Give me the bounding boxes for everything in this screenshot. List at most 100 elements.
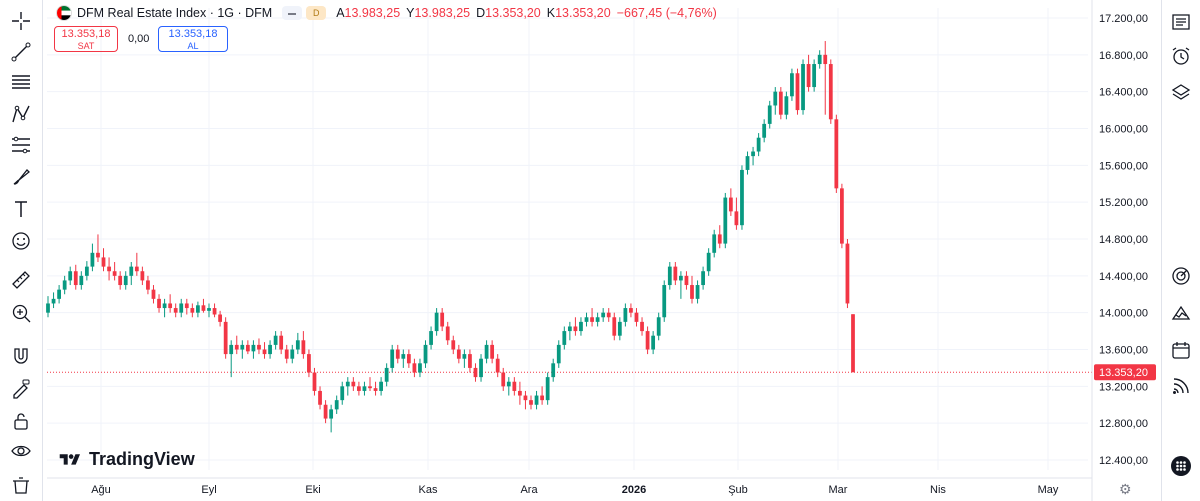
candle-body xyxy=(57,289,61,299)
candle xyxy=(295,332,300,355)
symbol-title[interactable]: DFM Real Estate Index · 1G · DFM xyxy=(77,6,273,20)
ohlc-low: D13.353,20 xyxy=(476,6,541,20)
candle-body xyxy=(395,349,400,359)
candle xyxy=(234,335,239,355)
candle-body xyxy=(495,358,500,373)
candle-body xyxy=(817,54,822,65)
y-tick-label: 12.800,00 xyxy=(1099,418,1148,430)
candle-body xyxy=(484,344,489,359)
candle-body xyxy=(823,54,828,65)
target-icon[interactable] xyxy=(1167,262,1195,290)
candle xyxy=(46,296,50,318)
candle-body xyxy=(140,271,145,281)
candle-body xyxy=(812,64,817,88)
calendar-icon[interactable] xyxy=(1167,336,1195,364)
candle xyxy=(79,271,84,290)
candle-body xyxy=(362,386,367,391)
candle xyxy=(812,59,817,92)
candle-body xyxy=(606,312,611,318)
candle xyxy=(595,312,600,327)
candle xyxy=(501,367,506,391)
candle xyxy=(623,303,628,327)
horizontal-lines-icon[interactable] xyxy=(6,67,36,97)
crosshair-icon[interactable] xyxy=(6,6,36,36)
candle xyxy=(573,317,578,336)
candle xyxy=(123,271,128,290)
candle-body xyxy=(229,344,234,355)
candle-body xyxy=(723,197,728,244)
candle xyxy=(90,243,95,272)
sell-button[interactable]: 13.353,18 SAT xyxy=(54,26,118,52)
delay-badge[interactable] xyxy=(282,6,303,20)
zoom-icon[interactable] xyxy=(6,298,36,328)
candle xyxy=(262,342,267,359)
data-type-badge[interactable]: D xyxy=(306,6,327,20)
candle xyxy=(756,133,761,157)
trend-line-icon[interactable] xyxy=(6,37,36,67)
candle-body xyxy=(828,64,833,120)
candle-body xyxy=(123,275,128,286)
candle-body xyxy=(79,275,84,286)
list-icon[interactable] xyxy=(1167,8,1195,36)
buy-button[interactable]: 13.353,18 AL xyxy=(158,26,228,52)
buy-price: 13.353,18 xyxy=(168,28,218,40)
candle-body xyxy=(279,335,284,350)
candle xyxy=(728,188,733,216)
candle xyxy=(151,285,156,304)
candle-body xyxy=(134,266,139,272)
candle xyxy=(651,331,656,355)
candle xyxy=(562,326,567,350)
candle-body xyxy=(318,390,322,405)
buy-label: AL xyxy=(187,41,199,51)
candle xyxy=(640,317,644,336)
trash-icon[interactable] xyxy=(6,470,36,500)
candle-body xyxy=(451,340,456,350)
candle-body xyxy=(551,363,556,378)
magnet-icon[interactable] xyxy=(6,341,36,371)
candle xyxy=(645,326,650,355)
ruler-icon[interactable] xyxy=(6,265,36,295)
tradingview-logo[interactable]: TradingView xyxy=(57,449,195,470)
drawing-toolbar xyxy=(0,0,43,501)
candle xyxy=(706,248,711,276)
hotlist-icon[interactable] xyxy=(1167,299,1195,327)
candle xyxy=(851,314,855,373)
candle-body xyxy=(662,285,667,318)
lock-icon[interactable] xyxy=(6,406,36,436)
x-tick-label: Şub xyxy=(728,484,748,496)
candle xyxy=(734,197,739,230)
chart-settings-icon[interactable]: ⚙ xyxy=(1119,481,1132,497)
pattern-icon[interactable] xyxy=(6,99,36,129)
price-change: −667,45 (−4,76%) xyxy=(616,6,717,20)
candle-body xyxy=(540,395,544,401)
lock-draw-icon[interactable] xyxy=(6,373,36,403)
candle xyxy=(406,349,411,368)
candle-body xyxy=(146,280,150,290)
eye-icon[interactable] xyxy=(6,436,36,466)
candle xyxy=(62,275,67,295)
fib-icon[interactable] xyxy=(6,130,36,160)
candle-body xyxy=(46,303,50,313)
brush-icon[interactable] xyxy=(6,162,36,192)
candle-body xyxy=(617,321,622,336)
candle-body xyxy=(579,321,583,332)
candle xyxy=(351,377,356,391)
apps-icon[interactable] xyxy=(1167,452,1195,480)
candle xyxy=(745,151,750,175)
x-tick-label: Mar xyxy=(829,484,848,496)
candle-body xyxy=(712,234,717,253)
alarm-clock-icon[interactable] xyxy=(1167,42,1195,70)
emoji-icon[interactable] xyxy=(6,226,36,256)
text-icon[interactable] xyxy=(6,194,36,224)
candle-body xyxy=(706,252,711,272)
y-tick-label: 16.800,00 xyxy=(1099,50,1148,62)
candle-body xyxy=(701,271,705,286)
y-tick-label: 15.200,00 xyxy=(1099,197,1148,209)
candle xyxy=(473,363,478,382)
broadcast-icon[interactable] xyxy=(1167,372,1195,400)
price-chart[interactable]: 17.200,00 16.800,00 16.400,00 16.000,00 15.6… xyxy=(43,0,1160,501)
candle xyxy=(823,41,828,115)
time-axis: Ağu Eyl Eki Kas Ara 2026 Şub Mar Nis May xyxy=(47,477,1092,496)
candle xyxy=(51,292,56,309)
layers-icon[interactable] xyxy=(1167,79,1195,107)
